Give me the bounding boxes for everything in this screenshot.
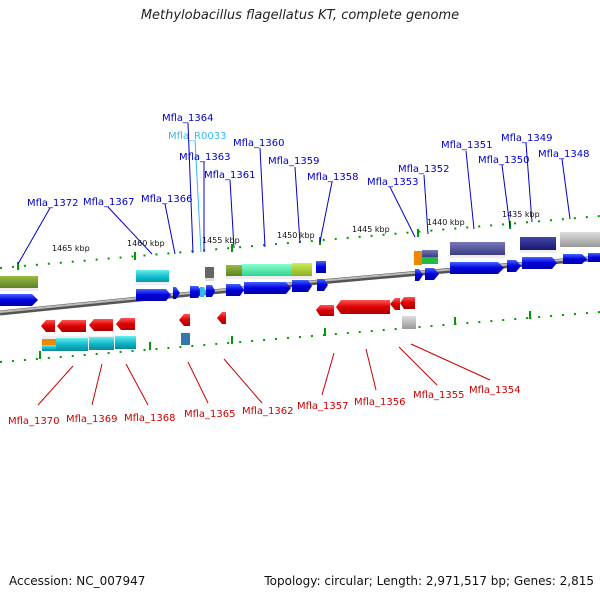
kbp-label: 1450 kbp xyxy=(277,231,315,240)
gene-label-mfla-1372: Mfla_1372 xyxy=(27,198,79,209)
gene-label-mfla-1353: Mfla_1353 xyxy=(367,177,419,188)
gene-label-mfla-1364: Mfla_1364 xyxy=(162,113,214,124)
accession-label: Accession: NC_007947 xyxy=(9,574,146,588)
gene-label-mfla-1362: Mfla_1362 xyxy=(242,406,294,417)
gene-label-mfla-1356: Mfla_1356 xyxy=(354,397,406,408)
gene-label-mfla-1360: Mfla_1360 xyxy=(233,138,285,149)
gene-label-mfla-1348: Mfla_1348 xyxy=(538,149,590,160)
gene-label-mfla-1359: Mfla_1359 xyxy=(268,156,320,167)
gene-label-mfla-1350: Mfla_1350 xyxy=(478,155,530,166)
bottom-leader-lines xyxy=(37,343,491,406)
gene-label-mfla-r0033: Mfla_R0033 xyxy=(168,131,226,142)
gene-label-mfla-1355: Mfla_1355 xyxy=(413,390,465,401)
gene-label-mfla-1368: Mfla_1368 xyxy=(124,413,176,424)
gene-label-mfla-1365: Mfla_1365 xyxy=(184,409,236,420)
figure-title: Methylobacillus flagellatus KT, complete… xyxy=(140,8,460,23)
gene-label-mfla-1366: Mfla_1366 xyxy=(141,194,193,205)
top-leader-lines xyxy=(17,122,571,265)
kbp-label: 1455 kbp xyxy=(202,236,240,245)
kbp-label: 1465 kbp xyxy=(52,244,90,253)
bottom-scale-ticks xyxy=(0,311,600,363)
rna-leader-line xyxy=(194,139,202,253)
kbp-label: 1435 kbp xyxy=(502,210,540,219)
reverse-genes xyxy=(41,297,415,332)
kbp-label: 1460 kbp xyxy=(127,239,165,248)
top-category-boxes xyxy=(0,232,600,291)
gene-label-mfla-1351: Mfla_1351 xyxy=(441,140,493,151)
kbp-label: 1440 kbp xyxy=(427,218,465,227)
gene-label-mfla-1363: Mfla_1363 xyxy=(179,152,231,163)
gene-label-mfla-1352: Mfla_1352 xyxy=(398,164,450,175)
kbp-label: 1445 kbp xyxy=(352,225,390,234)
forward-genes xyxy=(0,253,600,306)
gene-label-mfla-1361: Mfla_1361 xyxy=(204,170,256,181)
gene-label-mfla-1354: Mfla_1354 xyxy=(469,385,521,396)
gene-label-mfla-1357: Mfla_1357 xyxy=(297,401,349,412)
genome-stats-label: Topology: circular; Length: 2,971,517 bp… xyxy=(264,574,594,588)
gene-label-mfla-1367: Mfla_1367 xyxy=(83,197,135,208)
major-ticks xyxy=(17,221,531,359)
gene-label-mfla-1370: Mfla_1370 xyxy=(8,416,60,427)
gene-label-mfla-1358: Mfla_1358 xyxy=(307,172,359,183)
gene-label-mfla-1369: Mfla_1369 xyxy=(66,414,118,425)
bottom-category-boxes xyxy=(42,316,416,351)
gene-label-mfla-1349: Mfla_1349 xyxy=(501,133,553,144)
